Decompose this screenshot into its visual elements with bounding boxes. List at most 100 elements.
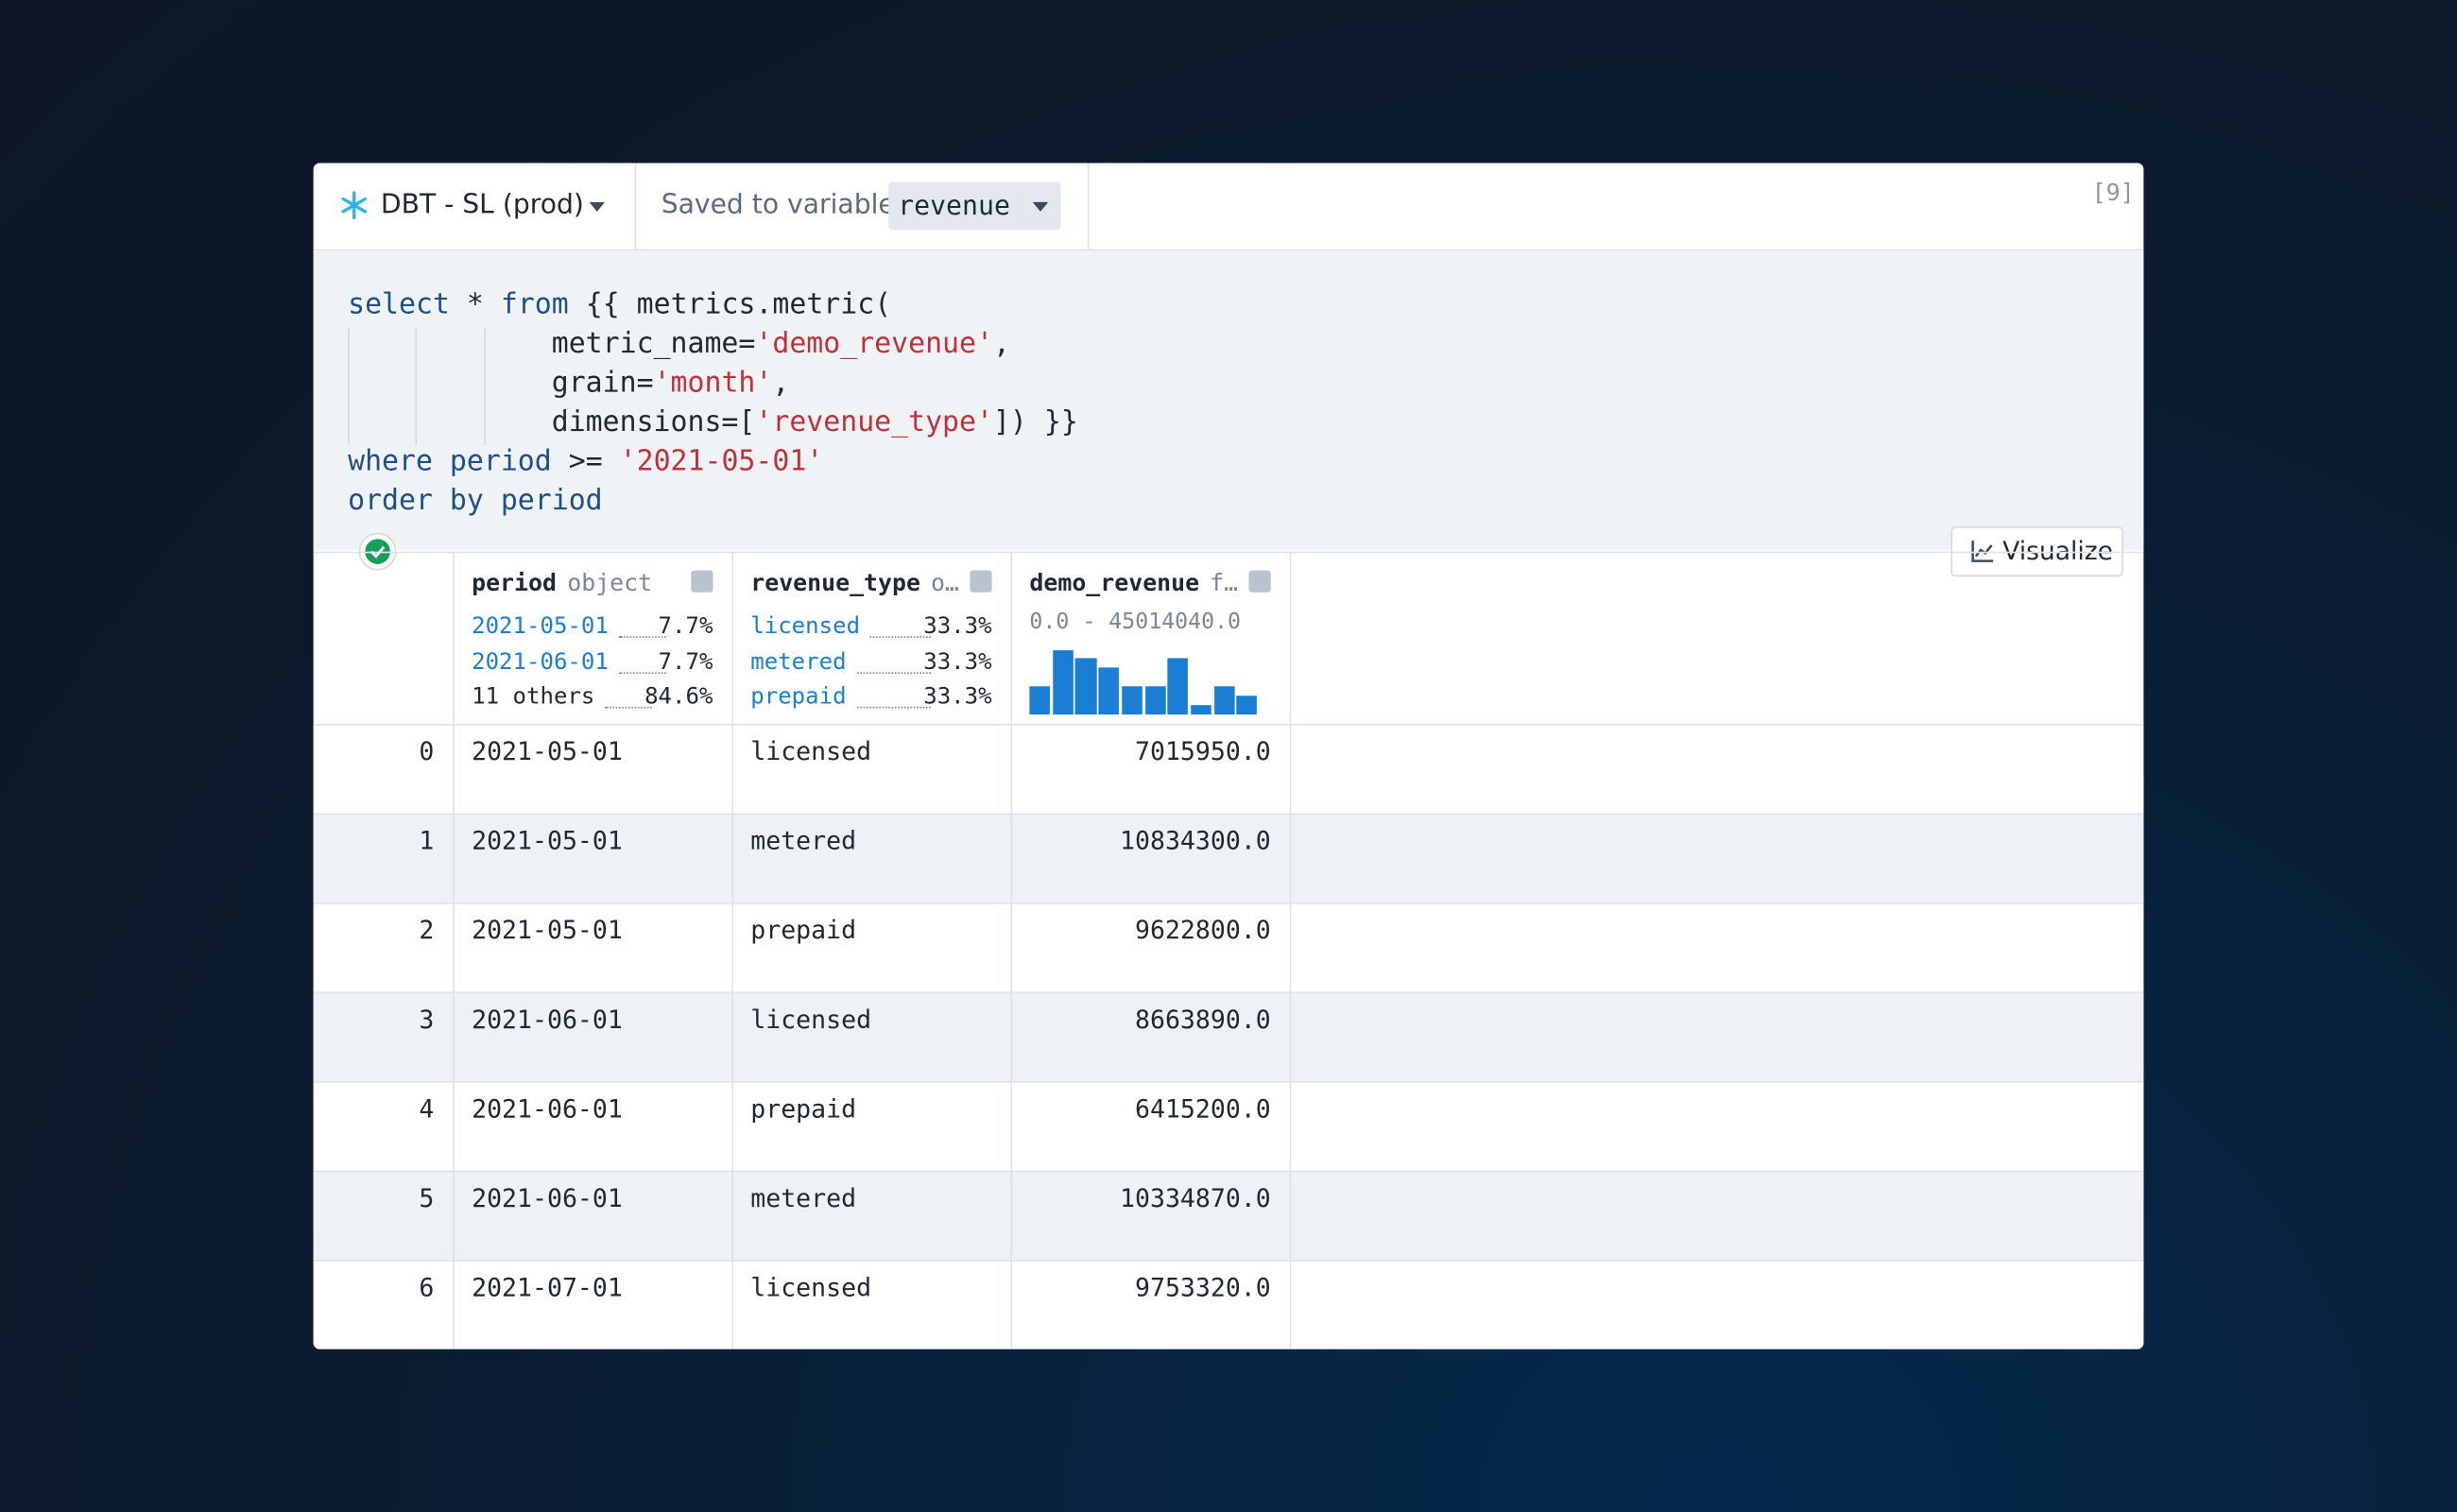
divider (1087, 163, 1090, 249)
table-cell: 6415200.0 (1135, 1093, 1271, 1124)
cell-number: [9] (2091, 179, 2135, 207)
histogram-bar (1052, 650, 1074, 715)
summary-pct: 33.3% (923, 613, 992, 640)
code-token: , (992, 327, 1010, 361)
column-dtype: o… (930, 568, 959, 597)
summary-label: 2021-06-01 (472, 649, 609, 675)
table-cell: 7015950.0 (1135, 736, 1271, 766)
saved-label: Saved to variable (661, 189, 895, 221)
table-cell: 2021-05-01 (472, 825, 623, 856)
code-token: grain= (348, 367, 654, 400)
column-name: demo_revenue (1029, 568, 1200, 597)
snowflake-icon (341, 191, 368, 220)
summary-label: licensed (750, 613, 861, 640)
histogram-bar (1236, 696, 1258, 715)
code-editor[interactable] (313, 250, 2144, 551)
table-cell: 9622800.0 (1135, 915, 1271, 945)
variable-selector[interactable] (888, 181, 1061, 231)
column-dtype: f… (1210, 568, 1239, 597)
histogram-bar (1167, 658, 1189, 715)
summary-label: metered (750, 649, 847, 675)
table-cell: 2021-06-01 (472, 1093, 623, 1124)
code-token: metric_name= (348, 327, 756, 361)
table-cell: 2021-06-01 (472, 1182, 623, 1213)
code-token: 'month' (653, 367, 773, 400)
code-token: 'revenue_type' (755, 405, 993, 439)
summary-label: prepaid (750, 684, 847, 711)
histogram-bar (1191, 705, 1211, 715)
table-row (313, 902, 2144, 994)
code-line: grain='month', (348, 367, 790, 400)
column-menu[interactable] (691, 570, 713, 593)
summary-pct: 33.3% (923, 684, 992, 711)
indent-guide (484, 327, 487, 445)
table-cell: 2021-05-01 (472, 915, 623, 945)
leader (869, 636, 931, 638)
table-cell: metered (750, 825, 857, 856)
code-line: order by period (348, 484, 603, 517)
code-token: * (449, 288, 501, 321)
divider (634, 163, 637, 249)
column-divider (453, 551, 455, 1349)
column-dtype: object (567, 568, 653, 597)
summary-label: 2021-05-01 (472, 613, 609, 640)
column-divider (1289, 551, 1292, 1349)
header-row (313, 551, 2144, 726)
column-range: 0.0 - 45014040.0 (1029, 610, 1242, 635)
code-token: from (500, 288, 569, 321)
table-cell: prepaid (750, 1093, 857, 1124)
visualize-label[interactable]: Visualize (2002, 536, 2113, 566)
dropdown-arrow (1032, 201, 1049, 212)
toolbar (313, 163, 2144, 251)
table-cell: 2021-07-01 (472, 1272, 623, 1302)
row-index: 0 (419, 736, 435, 766)
row-index: 5 (419, 1182, 435, 1213)
table-row (313, 1081, 2144, 1173)
column-divider (1010, 551, 1013, 1349)
code-line: metric_name='demo_revenue', (348, 328, 1010, 361)
code-line: select * from {{ metrics.metric( (348, 288, 891, 321)
histogram-bar (1121, 686, 1143, 715)
code-token: order by period (348, 484, 603, 518)
code-line: where period >= '2021-05-01' (348, 445, 823, 478)
table-row (313, 991, 2144, 1083)
leader (605, 706, 652, 709)
table-cell: 10334870.0 (1120, 1182, 1271, 1213)
summary-pct: 7.7% (658, 613, 713, 640)
histogram-bar (1144, 686, 1166, 715)
summary-pct: 84.6% (644, 684, 713, 711)
leader (856, 671, 931, 674)
column-menu[interactable] (970, 570, 992, 593)
table-cell: 8663890.0 (1135, 1004, 1271, 1035)
row-index: 3 (419, 1004, 435, 1035)
column-name: period (472, 568, 557, 597)
table-cell: licensed (750, 1272, 872, 1302)
table-row (313, 813, 2144, 904)
summary-label: 11 others (472, 684, 595, 711)
notebook-cell: DBT - SL (prod) Saved to variable revenu… (313, 163, 2144, 1349)
code-token: , (772, 367, 790, 400)
table-row (313, 1260, 2144, 1349)
leader (618, 636, 666, 638)
summary-pct: 7.7% (658, 649, 713, 675)
column-name: revenue_type (750, 568, 920, 597)
connection-selector[interactable]: DBT - SL (prod) (380, 189, 584, 221)
variable-name[interactable]: revenue (898, 191, 1010, 223)
row-index: 4 (419, 1093, 435, 1124)
code-token: select (348, 288, 450, 321)
column-menu[interactable] (1248, 570, 1271, 593)
row-index: 2 (419, 915, 435, 945)
summary-pct: 33.3% (923, 649, 992, 675)
table-row (313, 1170, 2144, 1262)
code-line: dimensions=['revenue_type']) }} (348, 405, 1078, 438)
table-cell: metered (750, 1182, 857, 1213)
table-cell: 2021-05-01 (472, 736, 623, 766)
code-token: '2021-05-01' (619, 444, 824, 478)
dropdown-arrow (589, 201, 606, 212)
histogram-bar (1213, 686, 1235, 715)
histogram-bar (1075, 658, 1097, 715)
code-token: 'demo_revenue' (755, 327, 993, 361)
histogram-bar (1029, 686, 1051, 715)
